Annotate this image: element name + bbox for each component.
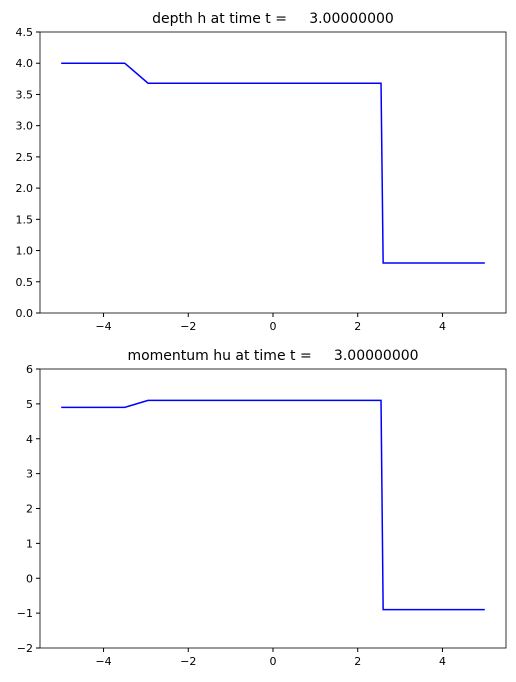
y-tick-label: −2 <box>17 642 33 655</box>
x-tick-label: 2 <box>354 320 361 333</box>
y-tick-label: 4.0 <box>16 57 34 70</box>
y-tick-label: 1.5 <box>16 213 34 226</box>
chart-title: depth h at time t = 3.00000000 <box>152 11 394 27</box>
data-line <box>61 399 485 611</box>
y-tick-label: 0.0 <box>16 307 34 320</box>
y-tick-label: 1.0 <box>16 245 34 258</box>
x-tick-label: 0 <box>270 655 277 668</box>
y-tick-label: 3.5 <box>16 88 34 101</box>
x-tick-label: 0 <box>270 320 277 333</box>
y-tick-label: −1 <box>17 607 33 620</box>
x-tick-label: 2 <box>354 655 361 668</box>
y-tick-label: 1 <box>26 537 33 550</box>
x-tick-label: 4 <box>439 655 446 668</box>
y-tick-label: 4 <box>26 433 33 446</box>
y-tick-label: 0.5 <box>16 276 34 289</box>
data-line <box>61 62 485 264</box>
y-tick-label: 2.0 <box>16 182 34 195</box>
y-tick-label: 5 <box>26 398 33 411</box>
plot-frame <box>39 31 507 314</box>
x-tick-label: −4 <box>95 655 111 668</box>
plot-frame <box>39 368 507 649</box>
y-tick-label: 4.5 <box>16 26 34 39</box>
chart-title: momentum hu at time t = 3.00000000 <box>127 348 418 364</box>
y-tick-label: 2.5 <box>16 151 34 164</box>
y-tick-label: 0 <box>26 572 33 585</box>
y-tick-label: 3.0 <box>16 120 34 133</box>
y-tick-label: 2 <box>26 503 33 516</box>
x-tick-label: −2 <box>180 655 196 668</box>
y-tick-label: 3 <box>26 468 33 481</box>
x-tick-label: −4 <box>95 320 111 333</box>
x-tick-label: 4 <box>439 320 446 333</box>
x-tick-label: −2 <box>180 320 196 333</box>
y-tick-label: 6 <box>26 363 33 376</box>
